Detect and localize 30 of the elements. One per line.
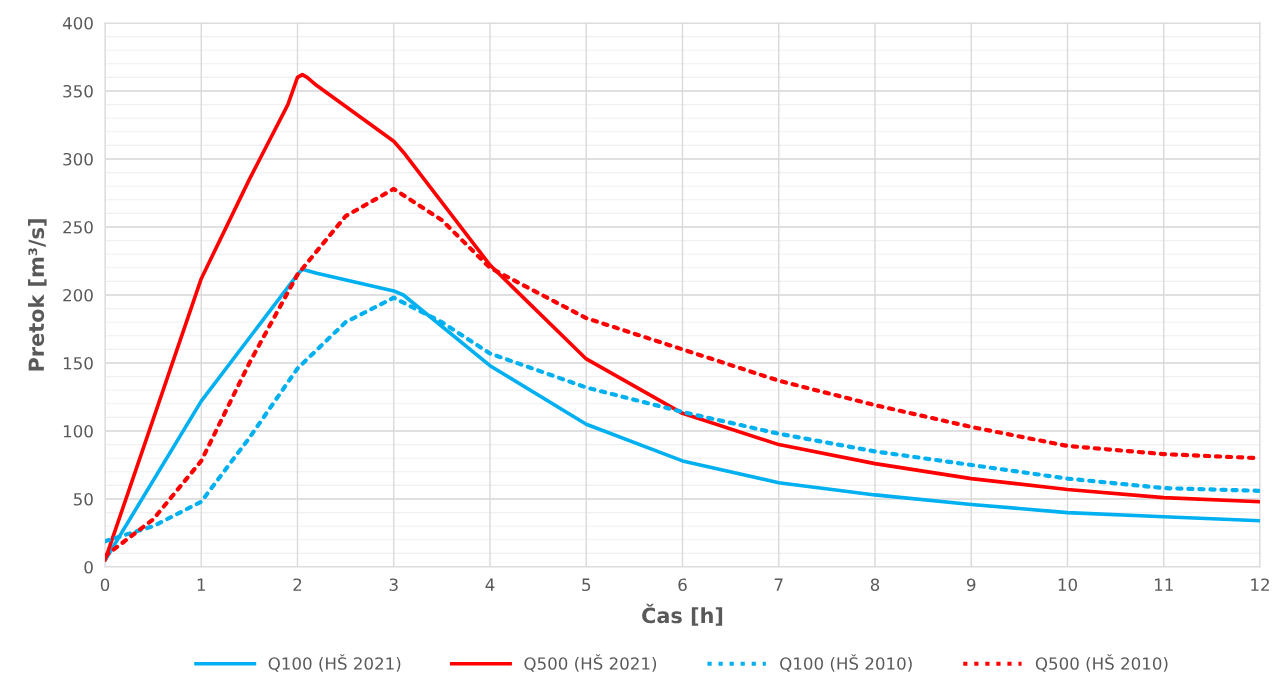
x-tick-label: 12 (1251, 578, 1269, 591)
y-tick-label: 350 (63, 84, 93, 98)
x-tick-label: 9 (967, 578, 976, 592)
x-tick-label: 1 (197, 578, 206, 591)
y-axis-title: Pretok [m³/s] (28, 219, 47, 371)
y-tick-label: 100 (63, 424, 93, 438)
y-tick-label: 50 (73, 492, 93, 506)
legend-label: Q100 (HŠ 2010) (780, 654, 912, 672)
x-tick-label: 8 (870, 578, 880, 592)
legend-label: Q500 (HŠ 2010) (1035, 654, 1168, 672)
y-tick-label: 250 (63, 220, 93, 234)
legend-label: Q500 (HŠ 2021) (524, 654, 657, 672)
line-series (105, 72, 1260, 563)
x-tick-label: 10 (1058, 578, 1077, 592)
x-tick-label: 4 (485, 578, 495, 591)
y-tick-label: 400 (62, 16, 93, 30)
x-tick-label: 7 (774, 578, 783, 591)
x-axis-title: Čas [h] (642, 603, 723, 626)
x-tick-label: 2 (293, 578, 302, 591)
y-tick-label: 0 (84, 560, 93, 574)
y-tick-label: 200 (63, 288, 93, 302)
x-tick-label: 11 (1154, 578, 1173, 591)
y-tick-label: 150 (63, 356, 93, 370)
x-tick-label: 0 (100, 578, 110, 592)
line-series (105, 267, 1260, 563)
y-tick-label: 300 (63, 152, 93, 166)
x-tick-label: 6 (678, 578, 687, 592)
x-tick-label: 3 (389, 578, 398, 592)
legend-label: Q100 (HŠ 2021) (268, 654, 401, 672)
x-tick-label: 5 (582, 578, 591, 592)
